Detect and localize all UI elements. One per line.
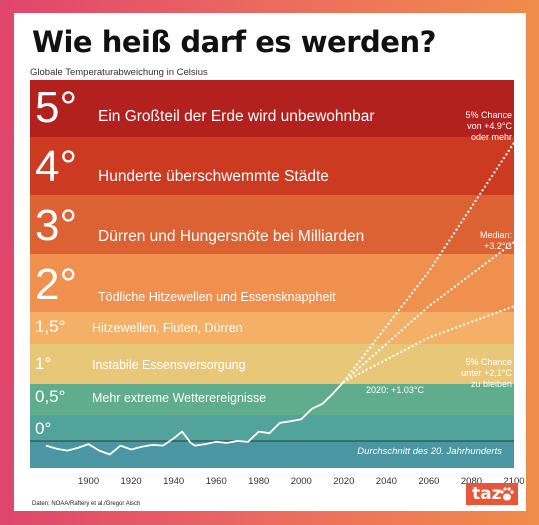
current-value-label: 2020: +1.03°C <box>366 385 424 395</box>
band-3-degrees: 3° Dürren und Hungersnöte bei Milliarden <box>30 195 514 254</box>
band-level-0: 0° <box>35 419 52 438</box>
band-text-1-5: Hitzewellen, Fluten, Dürren <box>92 321 243 335</box>
band-text-2: Tödliche Hitzewellen und Essensknappheit <box>98 290 336 304</box>
x-axis: 1900 1920 1940 1960 1980 2000 2020 2040 2060 2080… <box>78 476 525 487</box>
band-1-5-degrees: 1,5° Hitzewellen, Fluten, Dürren <box>30 312 514 344</box>
data-source: Daten: NOAA/Raftery et al./Gregor Aisch <box>32 501 141 507</box>
x-tick-label: 2060 <box>418 476 439 487</box>
logo-text: taz <box>472 484 502 504</box>
x-tick-label: 1900 <box>78 476 99 487</box>
band-level-2: 2° <box>35 260 78 309</box>
page-title: Wie heiß darf es werden? <box>32 25 436 59</box>
x-tick-label: 2040 <box>376 476 397 487</box>
band-level-1: 1° <box>35 354 52 373</box>
band-2-degrees: 2° Tödliche Hitzewellen und Essensknapph… <box>30 254 514 312</box>
x-tick-label: 2020 <box>333 476 354 487</box>
chart-subtitle: Globale Temperaturabweichung in Celsius <box>30 67 208 78</box>
historical-temperature-line <box>45 380 345 456</box>
band-5-degrees: 5° Ein Großteil der Erde wird unbewohnba… <box>30 80 514 137</box>
projection-line-2 <box>342 241 516 383</box>
band-text-1: Instabile Essensversorgung <box>92 358 246 372</box>
band-4-degrees: 4° Hunderte überschwemmte Städte <box>30 137 514 195</box>
svg-text:Median:+3.2°C: Median: +3.2°C <box>480 230 513 251</box>
band-level-3: 3° <box>35 201 78 250</box>
x-tick-label: 2100 <box>503 476 524 487</box>
annotation-low: 5% Chance unter +2,1°C zu bleiben <box>461 357 512 389</box>
temperature-bands: 5° Ein Großteil der Erde wird unbewohnba… <box>30 80 514 468</box>
band-level-0-5: 0,5° <box>35 387 66 406</box>
temperature-chart: 1900 1920 1940 1960 1980 2000 2020 2040 2060 2080… <box>30 110 525 487</box>
band-0-5-degrees: 0,5° Mehr extreme Wetterereignisse <box>30 384 514 415</box>
x-tick-label: 1980 <box>248 476 269 487</box>
band-text-3: Dürren und Hungersnöte bei Milliarden <box>98 228 365 245</box>
annotation-high: 5% Chance von +4.9°C oder mehr <box>465 110 512 142</box>
annotation-median: Median: +3.2°C <box>480 230 513 251</box>
baseline-label: Durchschnitt des 20. Jahrhunderts <box>357 446 502 457</box>
taz-logo: taz <box>466 483 518 505</box>
band-text-4: Hunderte überschwemmte Städte <box>98 168 329 185</box>
x-tick-label: 2080 <box>461 476 482 487</box>
band-1-degree: 1° Instabile Essensversorgung <box>30 344 514 384</box>
band-0-degrees: 0° <box>30 415 514 441</box>
x-tick-label: 1960 <box>206 476 227 487</box>
paw-icon <box>500 487 514 501</box>
band-text-0-5: Mehr extreme Wetterereignisse <box>92 391 267 405</box>
x-tick-label: 1940 <box>163 476 184 487</box>
x-tick-label: 1920 <box>121 476 142 487</box>
band-text-5: Ein Großteil der Erde wird unbewohnbar <box>98 108 375 125</box>
infographic-card: Wie heiß darf es werden? Globale Tempera… <box>14 13 526 511</box>
projection-line-1 <box>342 141 516 383</box>
band-level-5: 5° <box>35 83 78 132</box>
band-level-4: 4° <box>35 142 78 191</box>
band-level-1-5: 1,5° <box>35 317 66 336</box>
x-tick-label: 2000 <box>291 476 312 487</box>
